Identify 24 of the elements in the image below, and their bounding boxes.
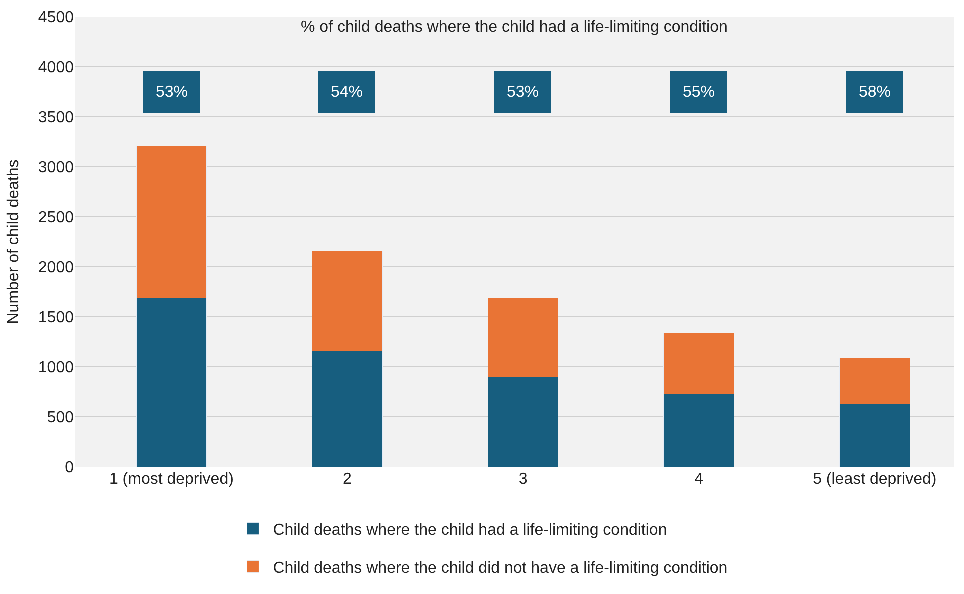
annotation: 53% <box>156 84 188 101</box>
y-tick-label: 4500 <box>38 10 74 27</box>
x-tick-label: 3 <box>518 471 528 488</box>
annotation: % of child deaths where the child had a life-limiting condition <box>301 19 728 36</box>
x-tick-label: 4 <box>694 471 704 488</box>
y-tick-label: 500 <box>47 410 74 427</box>
y-tick-label: 3000 <box>38 160 74 177</box>
legend-label: Child deaths where the child did not have a life-limiting condition <box>273 560 728 577</box>
x-tick-label: 1 (most deprived) <box>109 471 234 488</box>
y-tick-label: 4000 <box>38 60 74 77</box>
annotation: 55% <box>683 84 716 101</box>
annotation: 58% <box>859 84 892 101</box>
x-tick-label: 2 <box>343 471 352 488</box>
y-tick-label: 1500 <box>38 310 74 327</box>
legend-label: Child deaths where the child had a life-limiting condition <box>273 522 668 540</box>
y-tick-label: 2500 <box>38 210 74 227</box>
y-axis-title: Number of child deaths <box>5 160 22 324</box>
annotation: 53% <box>507 84 540 101</box>
annotation: 54% <box>331 84 364 101</box>
x-tick-label: 5 (least deprived) <box>813 471 937 488</box>
y-tick-label: 0 <box>65 460 74 477</box>
y-tick-label: 1000 <box>38 360 74 377</box>
y-tick-label: 3500 <box>38 110 74 127</box>
y-tick-label: 2000 <box>38 260 74 277</box>
